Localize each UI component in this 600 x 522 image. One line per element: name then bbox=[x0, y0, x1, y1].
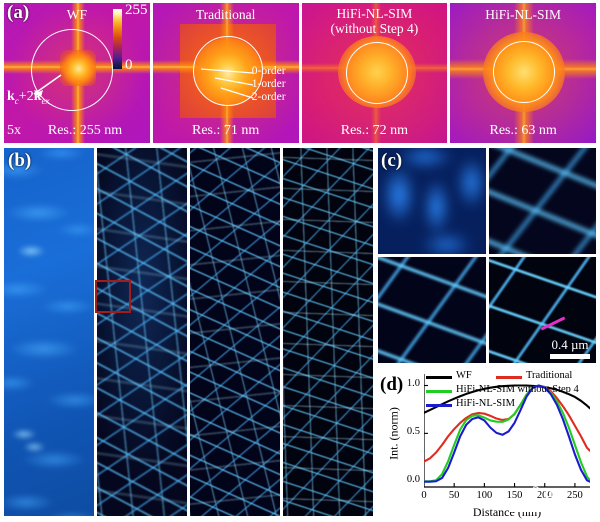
legend-label-2: HiFi-NL-SIM without Step 4 bbox=[456, 384, 579, 395]
freq-cell-title-hifi: HiFi-NL-SIM bbox=[485, 7, 561, 22]
legend-swatch-0 bbox=[426, 376, 452, 379]
freq-cell-res-traditional: Res.: 71 nm bbox=[191, 123, 260, 138]
intensity-colorbar bbox=[113, 9, 122, 69]
wf-otf-circle bbox=[31, 29, 113, 111]
zoom-cell-wf bbox=[378, 148, 486, 254]
panel-c-letter: (c) bbox=[381, 150, 403, 171]
hifi-nostep4-filament-layer bbox=[190, 148, 280, 516]
legend-label-1: Traditional bbox=[526, 370, 573, 381]
freq-cell-title-traditional: Traditional bbox=[195, 7, 256, 22]
panel-a-frequency-spectra: WF kc+2kex 5x Res.: 255 nm bbox=[4, 3, 596, 143]
freq-cell-wf: WF kc+2kex 5x Res.: 255 nm bbox=[4, 3, 150, 143]
x-tick-marks bbox=[424, 483, 576, 487]
x-tick-label: 150 bbox=[506, 490, 523, 501]
plot-area: 0.0 0.5 1.0 0 50 100 150 200 250 bbox=[407, 374, 590, 501]
hifi-otf-circle bbox=[493, 41, 556, 103]
microtubule-hifi-nl-sim bbox=[283, 148, 373, 516]
legend-swatch-1 bbox=[496, 376, 522, 379]
freq-cell-res-hifi: Res.: 63 nm bbox=[489, 123, 557, 138]
scalebar-b-label: 3 µm bbox=[532, 484, 566, 501]
legend-label-0: WF bbox=[456, 370, 472, 381]
freq-cell-traditional: 0-order 1-order 2-order Traditional Res.… bbox=[152, 3, 299, 143]
panel-a-letter: (a) bbox=[7, 2, 30, 23]
order-label-1: 1-order bbox=[251, 78, 286, 90]
cell-title-line2: (without Step 4) bbox=[330, 21, 419, 36]
k-vector-arrow bbox=[33, 74, 62, 97]
freq-cell-hifi-without-step4: HiFi-NL-SIM (without Step 4) Res.: 72 nm bbox=[301, 3, 448, 143]
order-label-2: 2-order bbox=[251, 91, 286, 103]
traditional-filament-layer bbox=[97, 148, 187, 516]
freq-cell-title-hifi-nostep4: HiFi-NL-SIM (without Step 4) bbox=[302, 6, 448, 36]
panel-d-line-profile-plot: (d) 0.0 0.5 1.0 0 50 100 150 200 250 Distance (… bbox=[378, 368, 600, 520]
legend-label-3: HiFi-NL-SIM bbox=[456, 398, 515, 409]
profile-chart-svg bbox=[424, 374, 590, 488]
hifi-nostep4-otf-circle bbox=[345, 42, 408, 104]
k-vector-label: kc+2kex bbox=[7, 89, 50, 106]
hifi-filament-highlights bbox=[283, 148, 373, 516]
series-line-3 bbox=[424, 384, 590, 483]
scalebar-b-bar bbox=[510, 504, 588, 512]
series-line-0 bbox=[424, 384, 590, 414]
cell-title-line1: HiFi-NL-SIM bbox=[336, 6, 413, 21]
wf-filament-layer bbox=[4, 148, 94, 516]
legend-swatch-3 bbox=[426, 404, 452, 407]
legend-swatch-2 bbox=[426, 390, 452, 393]
y-tick-label: 1.0 bbox=[406, 378, 420, 390]
panel-c-zoomed-roi: 0.4 µm bbox=[378, 148, 596, 363]
scalebar-panel-b: 3 µm bbox=[510, 484, 588, 512]
y-tick-marks bbox=[424, 384, 428, 482]
red-roi-box[interactable] bbox=[95, 280, 131, 313]
freq-cell-title-wf: WF bbox=[4, 7, 150, 22]
scalebar-c-label: 0.4 µm bbox=[551, 337, 589, 352]
diffraction-order-leaders bbox=[200, 68, 253, 99]
microtubule-wf bbox=[4, 148, 94, 516]
zoom-factor-label: 5x bbox=[7, 123, 21, 138]
series-line-2 bbox=[424, 384, 590, 483]
zoom-traditional-layer bbox=[488, 148, 596, 254]
x-tick-label: 100 bbox=[476, 490, 493, 501]
colorbar-min-label: 0 bbox=[125, 57, 133, 73]
scalebar-c-bar bbox=[550, 354, 590, 359]
scalebar-panel-c: 0.4 µm bbox=[550, 337, 590, 359]
cell-title-text: WF bbox=[66, 7, 87, 22]
panel-d-letter: (d) bbox=[380, 374, 404, 395]
panel-b-letter: (b) bbox=[8, 150, 32, 171]
freq-cell-hifi-nl-sim: HiFi-NL-SIM Res.: 63 nm bbox=[450, 3, 596, 143]
y-axis-label: Int. (norm) bbox=[386, 407, 401, 460]
zoom-hifi-layer bbox=[488, 257, 596, 363]
freq-cell-res-hifi-nostep4: Res.: 72 nm bbox=[340, 123, 409, 138]
x-tick-label: 50 bbox=[448, 490, 460, 501]
traditional-otf-circle bbox=[192, 36, 263, 106]
zoom-cell-hifi-nl-sim: 0.4 µm bbox=[488, 257, 596, 363]
zoom-cell-hifi-without-step4 bbox=[378, 257, 486, 363]
hifi-nostep4-filament-highlights bbox=[190, 148, 280, 516]
traditional-filament-highlights bbox=[97, 148, 187, 516]
freq-cell-res-wf: Res.: 255 nm bbox=[47, 123, 123, 138]
x-tick-label: 250 bbox=[567, 490, 583, 501]
zoom-cell-traditional bbox=[488, 148, 596, 254]
zoom-hifi-nostep4-layer bbox=[378, 257, 486, 363]
x-tick-label: 200 bbox=[536, 490, 553, 501]
microtubule-traditional bbox=[97, 148, 187, 516]
y-tick-label: 0.5 bbox=[406, 426, 420, 438]
y-tick-label: 0.0 bbox=[406, 474, 420, 486]
microtubule-hifi-without-step4 bbox=[190, 148, 280, 516]
panel-b-microtubule-images bbox=[4, 148, 373, 516]
hifi-filament-layer bbox=[283, 148, 373, 516]
zoom-wf-blur-layer bbox=[378, 148, 486, 254]
order-label-0: 0-order bbox=[251, 65, 286, 77]
intensity-colorbar-group: 255 0 bbox=[113, 2, 157, 75]
colorbar-max-label: 255 bbox=[125, 2, 148, 18]
chart-series-group bbox=[424, 384, 590, 483]
x-tick-label: 0 bbox=[421, 490, 427, 501]
